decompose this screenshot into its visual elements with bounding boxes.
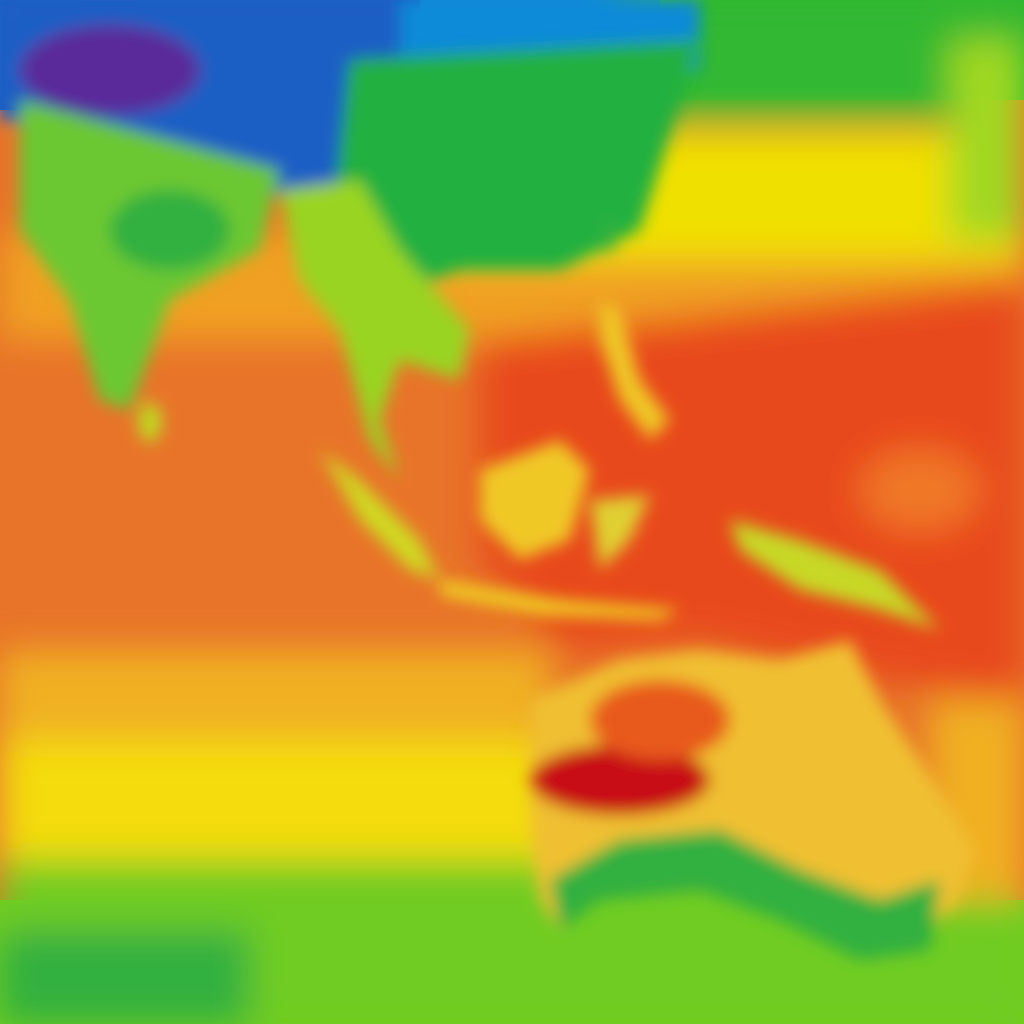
sumatra — [320, 450, 440, 580]
australia — [530, 640, 975, 960]
southern-coast-green — [550, 830, 940, 960]
borneo — [480, 440, 590, 560]
hot-interior — [590, 680, 730, 760]
orange-patch — [860, 450, 980, 530]
sri-lanka — [138, 402, 162, 442]
asia-landmass — [0, 0, 700, 480]
india-central — [110, 190, 230, 270]
hottest-region — [530, 745, 710, 815]
indochina — [280, 180, 470, 480]
new-guinea — [730, 520, 940, 630]
coldest-region — [20, 25, 200, 115]
taiwan — [600, 217, 616, 253]
java-lesser-sunda — [440, 580, 680, 620]
green-sw — [0, 930, 250, 1024]
sulawesi — [590, 495, 650, 570]
philippines — [600, 300, 670, 440]
lime-east — [950, 40, 1024, 240]
maritime-islands — [320, 300, 940, 630]
